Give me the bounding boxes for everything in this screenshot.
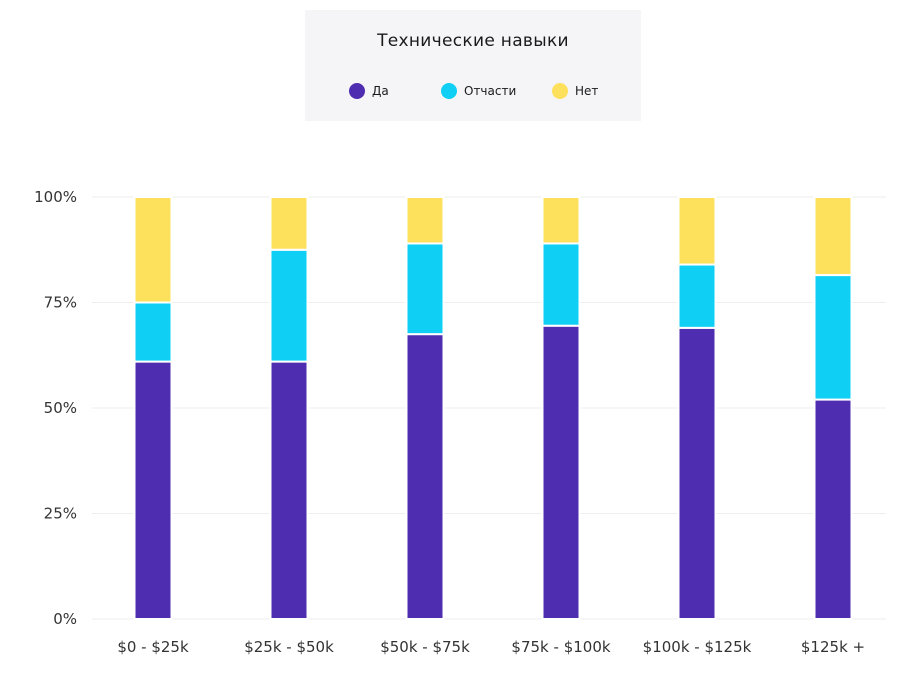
legend-swatch-no (552, 83, 568, 99)
bar-segment (405, 196, 445, 245)
bars (133, 196, 853, 620)
y-tick-label: 50% (44, 399, 77, 417)
bar-segment (269, 360, 309, 620)
legend-label-no: Нет (575, 84, 599, 98)
y-axis-ticks: 0% 25% 50% 75% 100% (34, 188, 77, 628)
x-axis-ticks: $0 - $25k $25k - $50k $50k - $75k $75k - $1… (117, 638, 865, 656)
bar-segment (813, 274, 853, 401)
y-tick-label: 25% (44, 505, 77, 523)
bar-segment (677, 263, 717, 329)
grid (92, 196, 886, 620)
bar-segment (133, 360, 173, 620)
y-tick-label: 75% (44, 294, 77, 312)
chart-title: Технические навыки (377, 31, 569, 51)
bar-segment (541, 196, 581, 245)
x-tick-label: $125k + (801, 638, 865, 656)
legend: Технические навыки Да Отчасти Нет (305, 10, 641, 121)
bar-segment (133, 196, 173, 304)
y-tick-label: 100% (34, 188, 77, 206)
bar-segment (541, 324, 581, 620)
bar-segment (133, 301, 173, 363)
bar-segment (269, 248, 309, 363)
bar-segment (269, 196, 309, 251)
legend-item-da[interactable]: Да (349, 82, 389, 100)
legend-swatch-da (349, 83, 365, 99)
bar-segment (677, 196, 717, 266)
y-tick-label: 0% (53, 610, 77, 628)
bar-segment (813, 196, 853, 277)
x-tick-label: $25k - $50k (244, 638, 334, 656)
legend-item-no[interactable]: Нет (552, 82, 598, 100)
bar-segment (813, 398, 853, 620)
bar-segment (405, 333, 445, 620)
legend-label-partly: Отчасти (464, 84, 517, 98)
x-tick-label: $100k - $125k (643, 638, 752, 656)
x-tick-label: $0 - $25k (117, 638, 189, 656)
legend-swatch-partly (441, 83, 457, 99)
x-tick-label: $75k - $100k (511, 638, 610, 656)
bar-segment (541, 242, 581, 327)
x-tick-label: $50k - $75k (380, 638, 470, 656)
legend-item-partly[interactable]: Отчасти (441, 82, 516, 100)
legend-label-da: Да (372, 84, 389, 98)
bar-segment (677, 326, 717, 620)
bar-segment (405, 242, 445, 336)
